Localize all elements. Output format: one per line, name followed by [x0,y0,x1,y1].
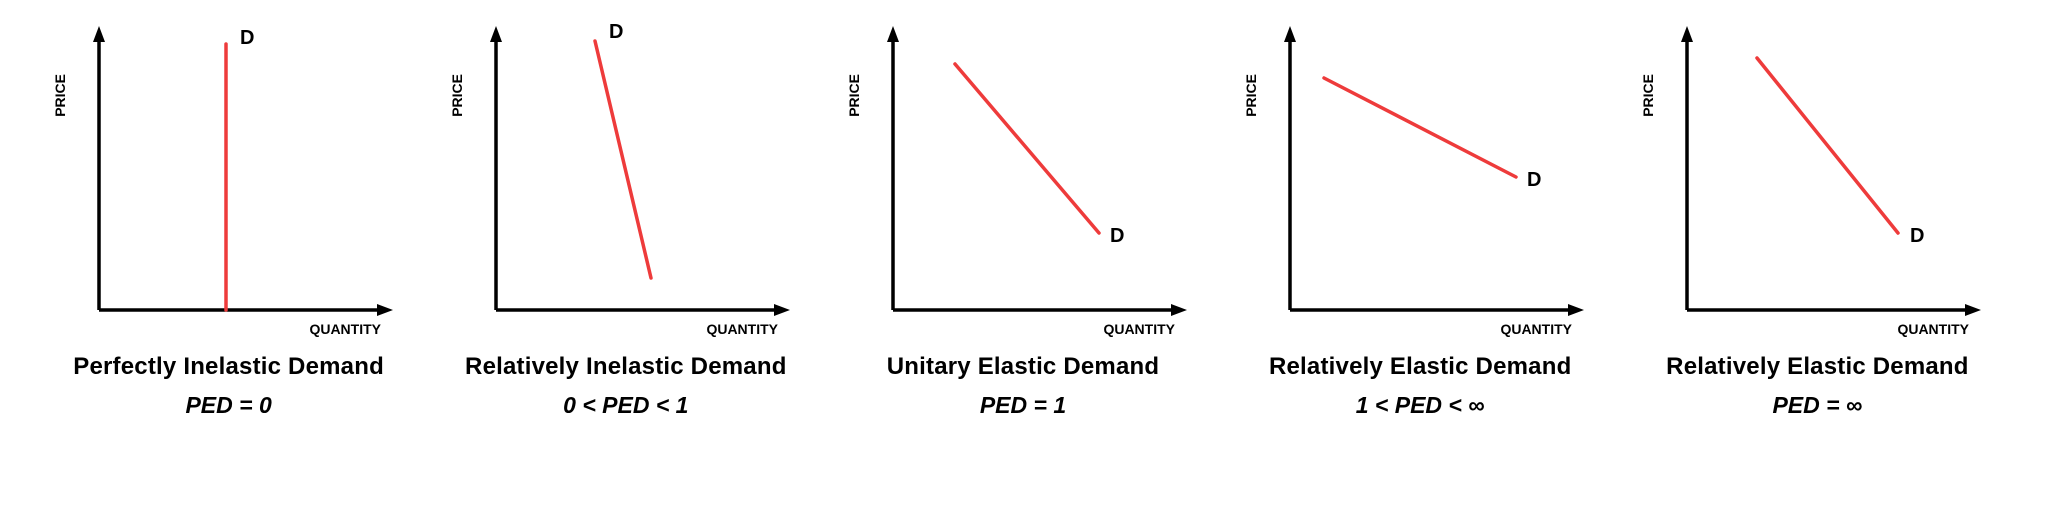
panel-perfectly-elastic: PRICE QUANTITY D Relatively Elastic Dema… [1629,20,2006,422]
title-1: Perfectly Inelastic Demand [73,350,384,385]
ped-1: PED = 0 [73,389,384,422]
x-axis-label-1: QUANTITY [309,321,381,337]
demand-line-3 [955,64,1099,233]
y-axis-label-3: PRICE [846,74,862,117]
title-5: Relatively Elastic Demand [1666,350,1968,385]
d-label-1: D [240,27,254,49]
ped-3: PED = 1 [887,389,1160,422]
axes-1: PRICE QUANTITY [52,26,393,337]
panel-relatively-inelastic: PRICE QUANTITY D Relatively Inelastic De… [437,20,814,422]
chart-3: PRICE QUANTITY D [843,20,1203,340]
panel-relatively-elastic: PRICE QUANTITY D Relatively Elastic Dema… [1232,20,1609,422]
chart-4: PRICE QUANTITY D [1240,20,1600,340]
axes-2: PRICE QUANTITY [449,26,790,337]
d-label-2: D [609,21,623,43]
axes-5: PRICE QUANTITY [1640,26,1981,337]
title-2: Relatively Inelastic Demand [465,350,787,385]
x-axis-label-4: QUANTITY [1501,321,1573,337]
demand-line-2 [595,41,651,278]
y-axis-label-5: PRICE [1640,74,1656,117]
x-axis-label-3: QUANTITY [1103,321,1175,337]
caption-5: Relatively Elastic Demand PED = ∞ [1666,350,1968,422]
caption-4: Relatively Elastic Demand 1 < PED < ∞ [1269,350,1571,422]
y-axis-label-1: PRICE [52,74,68,117]
panel-unitary-elastic: PRICE QUANTITY D Unitary Elastic Demand … [834,20,1211,422]
demand-line-4 [1324,78,1516,177]
d-label-3: D [1110,225,1124,247]
y-axis-label-4: PRICE [1243,74,1259,117]
d-label-4: D [1527,169,1541,191]
y-axis-label-2: PRICE [449,74,465,117]
ped-5: PED = ∞ [1666,389,1968,422]
x-axis-label-2: QUANTITY [706,321,778,337]
title-3: Unitary Elastic Demand [887,350,1160,385]
axes-3: PRICE QUANTITY [846,26,1187,337]
panel-perfectly-inelastic: PRICE QUANTITY D Perfectly Inelastic Dem… [40,20,417,422]
ped-4: 1 < PED < ∞ [1269,389,1571,422]
d-label-5: D [1910,225,1924,247]
elasticity-diagram-row: PRICE QUANTITY D Perfectly Inelastic Dem… [0,0,2046,508]
chart-2: PRICE QUANTITY D [446,20,806,340]
caption-3: Unitary Elastic Demand PED = 1 [887,350,1160,422]
caption-1: Perfectly Inelastic Demand PED = 0 [73,350,384,422]
caption-2: Relatively Inelastic Demand 0 < PED < 1 [465,350,787,422]
demand-line-5 [1757,58,1898,233]
ped-2: 0 < PED < 1 [465,389,787,422]
chart-5: PRICE QUANTITY D [1637,20,1997,340]
x-axis-label-5: QUANTITY [1898,321,1970,337]
chart-1: PRICE QUANTITY D [49,20,409,340]
title-4: Relatively Elastic Demand [1269,350,1571,385]
